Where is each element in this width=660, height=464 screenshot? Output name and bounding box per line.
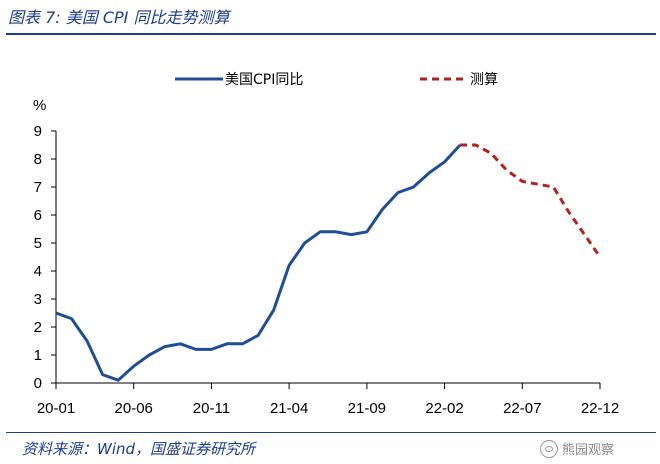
x-tick-label: 20-11 bbox=[193, 400, 230, 417]
x-tick-label: 21-09 bbox=[348, 400, 386, 417]
wechat-icon bbox=[540, 439, 558, 458]
x-tick-label: 22-12 bbox=[581, 400, 619, 417]
y-tick-label: 6 bbox=[34, 207, 42, 224]
footer-rule bbox=[6, 432, 656, 433]
y-tick-label: 4 bbox=[34, 263, 42, 280]
legend-label: 美国CPI同比 bbox=[225, 72, 303, 88]
x-tick-label: 22-07 bbox=[503, 400, 541, 417]
x-tick-label: 20-06 bbox=[115, 400, 153, 417]
title-rule bbox=[6, 33, 656, 35]
y-tick-label: 2 bbox=[34, 319, 42, 336]
y-tick-label: 8 bbox=[34, 151, 42, 168]
x-tick-label: 22-02 bbox=[425, 400, 463, 417]
y-axis-label: % bbox=[33, 97, 46, 114]
y-tick-label: 3 bbox=[34, 291, 42, 308]
watermark-text: 熊园观察 bbox=[562, 443, 615, 458]
figure-title: 图表 7: 美国 CPI 同比走势测算 bbox=[8, 8, 230, 27]
actual-series-line bbox=[55, 143, 462, 382]
y-tick-label: 0 bbox=[34, 375, 42, 392]
y-tick-label: 1 bbox=[34, 347, 42, 364]
forecast-series-line bbox=[460, 143, 602, 258]
x-tick-label: 21-04 bbox=[270, 400, 308, 417]
y-tick-label: 9 bbox=[34, 123, 42, 140]
x-tick-label: 20-01 bbox=[37, 400, 75, 417]
source-note: 资料来源：Wind，国盛证券研究所 bbox=[22, 440, 256, 458]
legend-label: 测算 bbox=[470, 72, 498, 88]
watermark: 熊园观察 bbox=[540, 439, 614, 458]
y-tick-label: 7 bbox=[34, 179, 42, 196]
cpi-line-chart: 0 1 2 3 4 5 6 7 8 9% 20-01 20-06 20-11 21-04 21-09 22-0… bbox=[33, 72, 619, 417]
y-tick-label: 5 bbox=[34, 235, 42, 252]
